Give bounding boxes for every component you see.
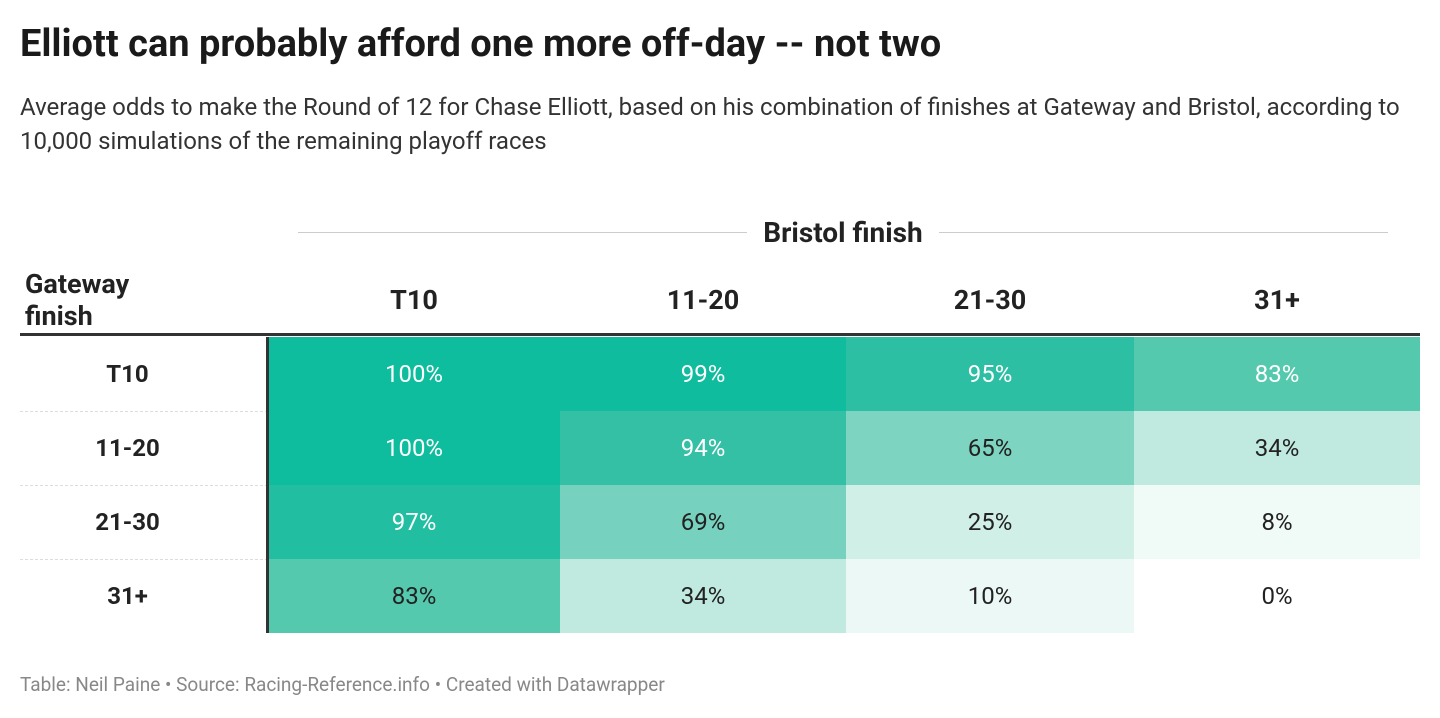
cell: 94% bbox=[560, 411, 846, 485]
title: Elliott can probably afford one more off… bbox=[20, 22, 942, 66]
cell: 95% bbox=[846, 337, 1134, 411]
rule bbox=[298, 231, 748, 233]
cell: 10% bbox=[846, 559, 1134, 633]
column-header: T10 bbox=[390, 284, 438, 316]
column-header: 11-20 bbox=[666, 284, 740, 316]
subtitle: Average odds to make the Round of 12 for… bbox=[20, 93, 1400, 155]
row-label: 21-30 bbox=[95, 508, 160, 536]
cell: 65% bbox=[846, 411, 1134, 485]
row-label-rule bbox=[266, 337, 269, 633]
row-rule bbox=[20, 411, 268, 412]
column-header: 31+ bbox=[1254, 284, 1300, 316]
row-label: 11-20 bbox=[95, 434, 160, 462]
footer: Table: Neil Paine • Source: Racing-Refer… bbox=[20, 673, 665, 696]
group-title: Bristol finish bbox=[763, 215, 923, 249]
row-header: Gateway finish bbox=[25, 268, 130, 332]
cell: 34% bbox=[560, 559, 846, 633]
cell: 100% bbox=[268, 411, 560, 485]
cell: 25% bbox=[846, 485, 1134, 559]
row-label: T10 bbox=[106, 360, 149, 388]
cell: 34% bbox=[1134, 411, 1420, 485]
cell: 97% bbox=[268, 485, 560, 559]
cell: 99% bbox=[560, 337, 846, 411]
row-label: 31+ bbox=[107, 582, 148, 610]
column-header: 21-30 bbox=[953, 284, 1027, 316]
row-rule bbox=[20, 559, 268, 560]
cell: 8% bbox=[1134, 485, 1420, 559]
row-rule bbox=[20, 485, 268, 486]
group-header: Bristol finish bbox=[298, 214, 1389, 250]
rule bbox=[938, 231, 1389, 233]
header-rule bbox=[20, 333, 1420, 336]
cell: 69% bbox=[560, 485, 846, 559]
cell: 0% bbox=[1134, 559, 1420, 633]
cell: 83% bbox=[1134, 337, 1420, 411]
cell: 100% bbox=[268, 337, 560, 411]
cell: 83% bbox=[268, 559, 560, 633]
